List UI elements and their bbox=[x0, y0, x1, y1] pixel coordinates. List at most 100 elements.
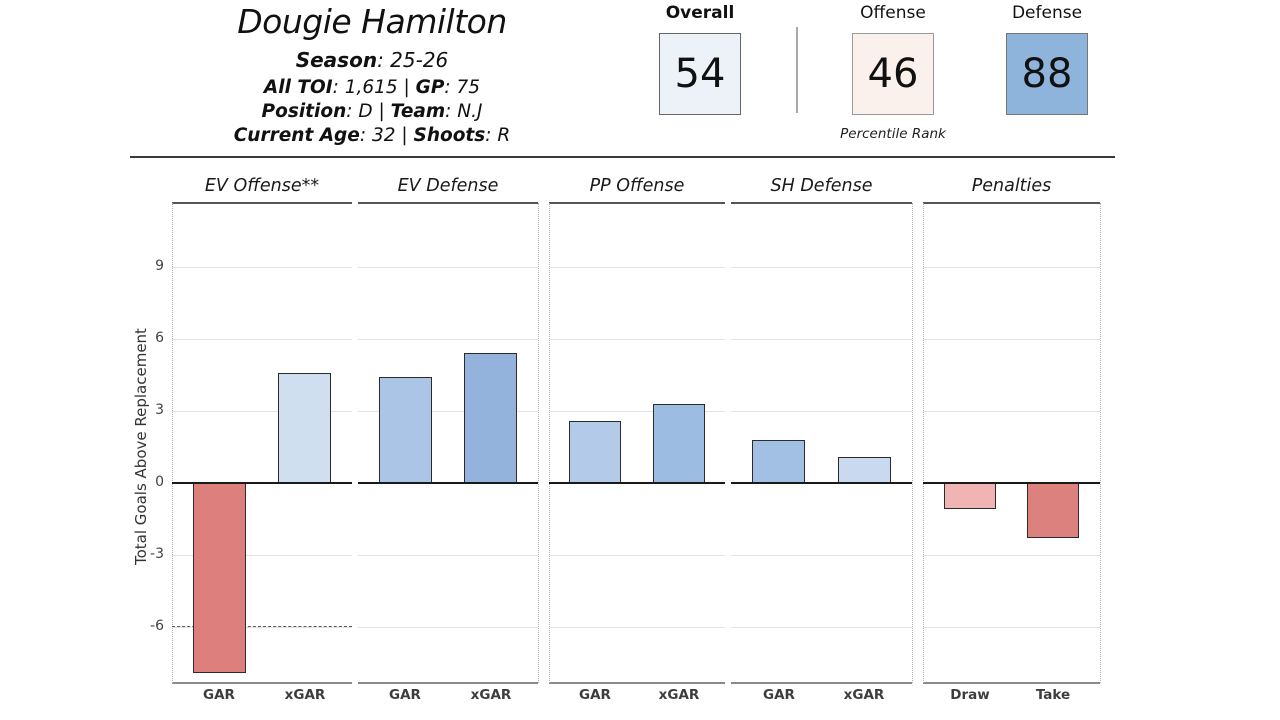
y-tick-label: -6 bbox=[150, 618, 164, 634]
zero-baseline bbox=[923, 482, 1100, 484]
gridline bbox=[549, 339, 725, 340]
info-label: Team bbox=[390, 101, 446, 122]
panel-right-border bbox=[912, 203, 913, 683]
panel-top-border bbox=[172, 202, 352, 204]
bar-gar bbox=[193, 483, 246, 673]
percentile-value-defense: 88 bbox=[1006, 33, 1088, 115]
panel-bottom-border bbox=[172, 682, 352, 684]
panel-top-border bbox=[549, 202, 725, 204]
dashed-reference-line bbox=[172, 626, 352, 627]
gridline bbox=[549, 267, 725, 268]
gridline bbox=[358, 339, 538, 340]
x-category-label: Take bbox=[1035, 687, 1071, 703]
panel-title: Penalties bbox=[971, 176, 1052, 196]
bar-xgar bbox=[838, 457, 891, 483]
panel-top-border bbox=[923, 202, 1100, 204]
gridline bbox=[358, 411, 538, 412]
panel-right-border bbox=[538, 203, 539, 683]
percentile-value-overall: 54 bbox=[659, 33, 741, 115]
y-tick-label: 0 bbox=[155, 474, 164, 490]
y-tick-label: 9 bbox=[155, 258, 164, 274]
panel-top-border bbox=[358, 202, 538, 204]
header-separator-line bbox=[130, 156, 1115, 158]
gridline bbox=[172, 411, 352, 412]
info-label: All TOI bbox=[263, 77, 333, 98]
zero-baseline bbox=[549, 482, 725, 484]
percentile-value-offense: 46 bbox=[852, 33, 934, 115]
panel-bottom-border bbox=[549, 682, 725, 684]
panel-title: SH Defense bbox=[770, 176, 873, 196]
percentile-rank-caption: Percentile Rank bbox=[840, 126, 946, 142]
bar-xgar bbox=[653, 404, 705, 483]
gridline bbox=[358, 627, 538, 628]
bar-take bbox=[1027, 483, 1079, 538]
panel-top-border bbox=[731, 202, 912, 204]
info-label: Position bbox=[261, 101, 347, 122]
player-info-line: Position: D | Team: N.J bbox=[261, 101, 483, 122]
y-tick-label: 3 bbox=[155, 402, 164, 418]
panel-bottom-border bbox=[731, 682, 912, 684]
gridline bbox=[549, 627, 725, 628]
bar-xgar bbox=[464, 353, 517, 483]
gridline bbox=[172, 555, 352, 556]
panel-left-border bbox=[172, 203, 173, 683]
gridline bbox=[731, 267, 912, 268]
panel-bottom-border bbox=[923, 682, 1100, 684]
info-label: GP bbox=[415, 77, 445, 98]
percentile-label-defense: Defense bbox=[1011, 3, 1083, 23]
x-category-label: xGAR bbox=[843, 687, 885, 703]
panel-bottom-border bbox=[358, 682, 538, 684]
bar-xgar bbox=[278, 373, 331, 483]
gridline bbox=[172, 339, 352, 340]
gridline bbox=[923, 555, 1100, 556]
player-info-line: Season: 25-26 bbox=[295, 48, 449, 72]
gridline bbox=[923, 339, 1100, 340]
header-divider bbox=[796, 27, 798, 113]
gridline bbox=[358, 267, 538, 268]
gridline bbox=[923, 411, 1100, 412]
gridline bbox=[172, 267, 352, 268]
y-tick-label: 6 bbox=[155, 330, 164, 346]
info-label: Shoots bbox=[413, 125, 486, 146]
percentile-label-offense: Offense bbox=[860, 3, 926, 23]
x-category-label: GAR bbox=[389, 687, 421, 703]
player-info-line: All TOI: 1,615 | GP: 75 bbox=[263, 77, 481, 98]
panel-left-border bbox=[549, 203, 550, 683]
info-label: Current Age bbox=[233, 125, 360, 146]
x-category-label: Draw bbox=[950, 687, 990, 703]
x-category-label: GAR bbox=[579, 687, 611, 703]
x-category-label: xGAR bbox=[658, 687, 700, 703]
gridline bbox=[923, 627, 1100, 628]
gridline bbox=[731, 339, 912, 340]
x-category-label: xGAR bbox=[284, 687, 326, 703]
x-category-label: xGAR bbox=[470, 687, 512, 703]
gridline bbox=[731, 627, 912, 628]
info-label: Season bbox=[295, 48, 378, 72]
zero-baseline bbox=[172, 482, 352, 484]
panel-title: EV Offense** bbox=[204, 176, 320, 196]
zero-baseline bbox=[358, 482, 538, 484]
panel-title: EV Defense bbox=[397, 176, 499, 196]
gridline bbox=[923, 267, 1100, 268]
y-tick-label: -3 bbox=[150, 546, 164, 562]
gridline bbox=[549, 555, 725, 556]
gridline bbox=[172, 627, 352, 628]
zero-baseline bbox=[731, 482, 912, 484]
player-info-line: Current Age: 32 | Shoots: R bbox=[233, 125, 511, 146]
gridline bbox=[731, 555, 912, 556]
gridline bbox=[731, 411, 912, 412]
gridline bbox=[358, 555, 538, 556]
bar-gar bbox=[569, 421, 621, 483]
panel-right-border bbox=[1100, 203, 1101, 683]
y-axis-label: Total Goals Above Replacement bbox=[132, 328, 150, 565]
player-name: Dougie Hamilton bbox=[237, 2, 507, 41]
gridline bbox=[549, 411, 725, 412]
x-category-label: GAR bbox=[203, 687, 235, 703]
x-category-label: GAR bbox=[763, 687, 795, 703]
bar-gar bbox=[379, 377, 432, 483]
bar-draw bbox=[944, 483, 996, 509]
panel-title: PP Offense bbox=[589, 176, 685, 196]
bar-gar bbox=[752, 440, 805, 483]
percentile-label-overall: Overall bbox=[665, 3, 735, 23]
